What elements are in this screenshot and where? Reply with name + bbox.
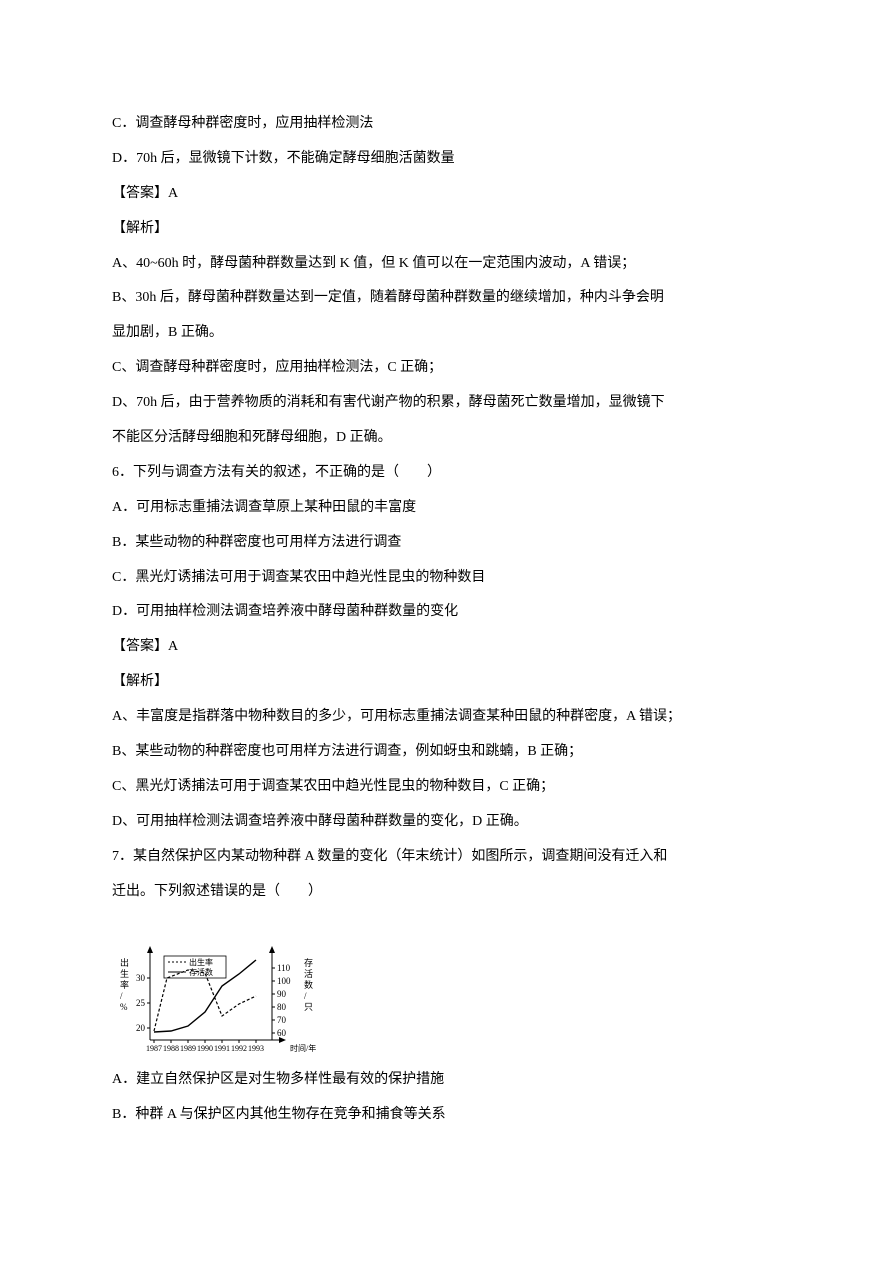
analysis-b-1: B、30h 后，酵母菌种群数量达到一定值，随着酵母菌种群数量的继续增加，种内斗争…	[112, 282, 780, 315]
chart-svg: 出生率/%存活数/只202530607080901001101987198819…	[112, 918, 332, 1058]
q6-answer: 【答案】A	[112, 631, 780, 664]
svg-text:1988: 1988	[163, 1044, 179, 1053]
svg-text:率: 率	[120, 979, 129, 990]
answer-label: 【答案】A	[112, 178, 780, 211]
svg-text:存: 存	[304, 957, 313, 968]
svg-text:20: 20	[136, 1023, 146, 1033]
analysis-label: 【解析】	[112, 213, 780, 246]
question-7-1: 7．某自然保护区内某动物种群 A 数量的变化（年末统计）如图所示，调查期间没有迁…	[112, 841, 780, 874]
svg-text:1992: 1992	[231, 1044, 247, 1053]
svg-text:90: 90	[277, 989, 287, 999]
svg-text:100: 100	[277, 976, 291, 986]
q6-analysis-a: A、丰富度是指群落中物种数目的多少，可用标志重捕法调查某种田鼠的种群密度，A 错…	[112, 701, 780, 734]
q7-option-b: B．种群 A 与保护区内其他生物存在竞争和捕食等关系	[112, 1099, 780, 1132]
question-6: 6．下列与调查方法有关的叙述，不正确的是（ ）	[112, 457, 780, 490]
svg-text:80: 80	[277, 1002, 287, 1012]
svg-text:只: 只	[304, 1002, 313, 1012]
q6-analysis-c: C、黑光灯诱捕法可用于调查某农田中趋光性昆虫的物种数目，C 正确；	[112, 771, 780, 804]
analysis-c: C、调查酵母种群密度时，应用抽样检测法，C 正确；	[112, 352, 780, 385]
population-chart: 出生率/%存活数/只202530607080901001101987198819…	[112, 918, 332, 1058]
svg-text:110: 110	[277, 963, 291, 973]
q7-option-a: A．建立自然保护区是对生物多样性最有效的保护措施	[112, 1064, 780, 1097]
svg-text:1991: 1991	[214, 1044, 230, 1053]
svg-text:数: 数	[304, 979, 313, 990]
svg-text:时间/年: 时间/年	[290, 1043, 316, 1053]
option-c: C．调查酵母种群密度时，应用抽样检测法	[112, 108, 780, 141]
analysis-b-2: 显加剧，B 正确。	[112, 317, 780, 350]
svg-text:1989: 1989	[180, 1044, 196, 1053]
svg-text:25: 25	[136, 998, 146, 1008]
svg-text:%: %	[120, 1002, 128, 1012]
q6-option-d: D．可用抽样检测法调查培养液中酵母菌种群数量的变化	[112, 596, 780, 629]
q6-option-a: A．可用标志重捕法调查草原上某种田鼠的丰富度	[112, 492, 780, 525]
svg-text:60: 60	[277, 1028, 287, 1038]
analysis-a: A、40~60h 时，酵母菌种群数量达到 K 值，但 K 值可以在一定范围内波动…	[112, 248, 780, 281]
svg-text:活: 活	[304, 968, 313, 979]
svg-text:1993: 1993	[248, 1044, 264, 1053]
svg-text:1987: 1987	[146, 1044, 162, 1053]
svg-text:70: 70	[277, 1015, 287, 1025]
svg-text:30: 30	[136, 973, 146, 983]
question-7-2: 迁出。下列叙述错误的是（ ）	[112, 876, 780, 909]
q6-analysis-label: 【解析】	[112, 666, 780, 699]
option-d: D．70h 后，显微镜下计数，不能确定酵母细胞活菌数量	[112, 143, 780, 176]
svg-text:出: 出	[120, 957, 129, 968]
svg-text:生: 生	[120, 968, 129, 979]
q6-analysis-d: D、可用抽样检测法调查培养液中酵母菌种群数量的变化，D 正确。	[112, 806, 780, 839]
analysis-d-1: D、70h 后，由于营养物质的消耗和有害代谢产物的积累，酵母菌死亡数量增加，显微…	[112, 387, 780, 420]
document-body: C．调查酵母种群密度时，应用抽样检测法 D．70h 后，显微镜下计数，不能确定酵…	[112, 108, 780, 1132]
svg-text:/: /	[120, 991, 123, 1001]
q6-option-b: B．某些动物的种群密度也可用样方法进行调查	[112, 527, 780, 560]
q6-analysis-b: B、某些动物的种群密度也可用样方法进行调查，例如蚜虫和跳蝻，B 正确；	[112, 736, 780, 769]
q6-option-c: C．黑光灯诱捕法可用于调查某农田中趋光性昆虫的物种数目	[112, 562, 780, 595]
analysis-d-2: 不能区分活酵母细胞和死酵母细胞，D 正确。	[112, 422, 780, 455]
svg-text:出生率: 出生率	[189, 957, 213, 967]
svg-text:1990: 1990	[197, 1044, 213, 1053]
svg-text:/: /	[304, 991, 307, 1001]
